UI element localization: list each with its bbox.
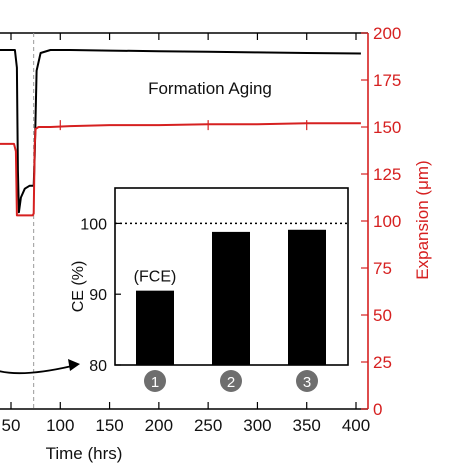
- bar-badge-label: 3: [303, 374, 311, 391]
- y2-tick-label: 100: [373, 212, 401, 231]
- bar-badge-label: 2: [227, 374, 235, 391]
- inset-y-tick-label: 100: [80, 216, 107, 233]
- y2-tick-label: 25: [373, 353, 392, 372]
- expansion-series-line: [0, 122, 361, 217]
- y2-tick-label: 125: [373, 165, 401, 184]
- annotation-formation-aging: Formation Aging: [148, 79, 272, 98]
- x-tick-label: 250: [194, 416, 222, 435]
- inset-y-tick-label: 80: [89, 358, 107, 375]
- y2-tick-label: 175: [373, 71, 401, 90]
- y2-axis-label: Expansion (μm): [413, 160, 432, 279]
- bar-badge-2: [220, 370, 242, 392]
- y2-tick-label: 0: [373, 400, 382, 419]
- bar-2: [212, 231, 250, 365]
- inset-y-axis-label: CE (%): [70, 261, 87, 313]
- x-axis-label: Time (hrs): [46, 444, 123, 463]
- x-tick-label: 300: [243, 416, 271, 435]
- y2-tick-label: 150: [373, 118, 401, 137]
- x-tick-label: 100: [46, 416, 74, 435]
- bar-badge-1: [144, 370, 166, 392]
- arrow-head: [68, 359, 80, 371]
- x-tick-label: 400: [342, 416, 370, 435]
- x-tick-label: 200: [145, 416, 173, 435]
- fce-label: (FCE): [134, 269, 177, 286]
- y2-tick-label: 75: [373, 259, 392, 278]
- bar-badge-label: 1: [151, 374, 159, 391]
- bar-3: [288, 229, 326, 365]
- bar-1: [136, 290, 174, 365]
- bar-badge-3: [296, 370, 318, 392]
- inset-bar-chart: 80 90 100 CE (%) 1 2 3 (FCE): [70, 187, 349, 392]
- arrow-line: [0, 365, 73, 375]
- capacity-series-line: [0, 49, 361, 214]
- x-tick-label: 50: [2, 416, 21, 435]
- x-tick-label: 150: [95, 416, 123, 435]
- x-tick-label: 350: [293, 416, 321, 435]
- y2-tick-label: 200: [373, 24, 401, 43]
- inset-y-tick-label: 90: [89, 287, 107, 304]
- y2-tick-label: 50: [373, 306, 392, 325]
